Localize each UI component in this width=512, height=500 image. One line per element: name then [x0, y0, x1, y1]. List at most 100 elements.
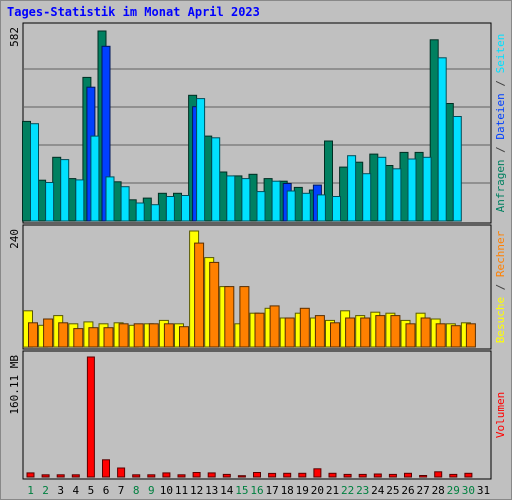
bar-visits-rechner-28 [435, 323, 446, 348]
bar-volume-volumen-27 [419, 475, 428, 478]
bar-volume-volumen-16 [253, 472, 261, 478]
bar-visits-rechner-5 [88, 327, 99, 348]
bar-visits-rechner-10 [163, 323, 174, 348]
bar-visits-rechner-4 [73, 328, 84, 348]
bar-visits-rechner-16 [254, 312, 265, 348]
bar-requests-anfragen-1 [22, 120, 31, 222]
bar-volume-volumen-17 [268, 472, 277, 478]
bar-visits-rechner-12 [194, 242, 205, 348]
day-label-21: 21 [326, 484, 339, 497]
legend-item-seiten: Seiten [494, 34, 507, 74]
legend-item-volumen: Volumen [494, 392, 507, 438]
bar-requests-seiten-5 [90, 135, 100, 222]
legend-requests: Anfragen / Dateien / Seiten [494, 34, 507, 213]
day-label-24: 24 [371, 484, 385, 497]
bar-visits-rechner-14 [224, 286, 235, 348]
bar-visits-rechner-1 [28, 322, 38, 348]
day-label-13: 13 [205, 484, 218, 497]
day-label-15: 15 [235, 484, 248, 497]
bar-volume-volumen-25 [388, 473, 397, 478]
bar-volume-volumen-24 [373, 473, 382, 478]
bar-visits-rechner-2 [43, 318, 54, 348]
bar-requests-seiten-19 [301, 192, 311, 222]
day-label-3: 3 [57, 484, 64, 497]
bar-volume-volumen-3 [56, 474, 65, 478]
bar-requests-seiten-26 [407, 158, 417, 222]
bar-volume-volumen-22 [343, 473, 352, 478]
bar-requests-seiten-3 [60, 159, 70, 222]
bar-requests-seiten-6 [105, 176, 115, 222]
bar-requests-seiten-21 [332, 196, 341, 222]
bar-requests-seiten-20 [316, 194, 326, 222]
day-label-17: 17 [265, 484, 278, 497]
day-label-1: 1 [27, 484, 34, 497]
bar-visits-rechner-3 [58, 322, 69, 348]
bar-volume-volumen-19 [298, 472, 307, 478]
bar-requests-seiten-11 [181, 195, 190, 222]
bar-requests-seiten-13 [211, 137, 221, 222]
bar-visits-rechner-8 [133, 323, 144, 348]
legend-volume: Volumen [494, 392, 507, 438]
bar-requests-seiten-25 [392, 168, 402, 222]
day-label-30: 30 [462, 484, 475, 497]
bar-visits-rechner-27 [420, 317, 431, 348]
day-label-25: 25 [386, 484, 399, 497]
bar-visits-rechner-29 [450, 325, 461, 348]
bar-visits-rechner-23 [360, 317, 371, 348]
day-label-31: 31 [477, 484, 490, 497]
bar-volume-volumen-21 [328, 472, 337, 478]
bar-volume-volumen-23 [358, 473, 367, 478]
bar-visits-rechner-26 [405, 323, 416, 348]
ymax-label-volume: 160.11 MB [8, 355, 21, 415]
bar-volume-volumen-8 [132, 474, 141, 478]
day-label-26: 26 [401, 484, 414, 497]
day-label-7: 7 [118, 484, 125, 497]
bar-visits-rechner-13 [209, 261, 220, 348]
bar-requests-seiten-16 [256, 191, 266, 222]
bar-volume-volumen-26 [404, 472, 412, 478]
legend-item-rechner: Rechner [494, 230, 507, 277]
bar-visits-rechner-7 [118, 323, 129, 348]
day-label-19: 19 [296, 484, 309, 497]
day-label-8: 8 [133, 484, 140, 497]
bar-volume-volumen-20 [313, 468, 322, 478]
bar-requests-seiten-22 [347, 155, 357, 222]
day-label-2: 2 [42, 484, 49, 497]
day-label-29: 29 [447, 484, 460, 497]
bar-visits-rechner-11 [179, 326, 189, 348]
bar-volume-volumen-1 [26, 472, 35, 478]
bar-requests-seiten-17 [271, 180, 281, 222]
chart-title: Tages-Statistik im Monat April 2023 [7, 5, 260, 19]
day-label-9: 9 [148, 484, 155, 497]
bar-volume-volumen-4 [71, 474, 80, 478]
bar-visits-rechner-17 [269, 305, 280, 348]
legend-item-anfragen: Anfragen [494, 159, 507, 212]
ymax-label-visits: 240 [8, 229, 21, 249]
bar-requests-seiten-8 [135, 202, 145, 222]
bar-volume-volumen-7 [117, 467, 126, 478]
day-label-20: 20 [311, 484, 324, 497]
bar-requests-seiten-24 [377, 156, 387, 222]
bar-visits-rechner-19 [299, 307, 310, 348]
bar-requests-anfragen-21 [324, 140, 333, 222]
bar-volume-volumen-15 [237, 475, 246, 478]
day-label-16: 16 [250, 484, 263, 497]
bar-visits-rechner-21 [330, 322, 340, 348]
bar-requests-seiten-23 [362, 173, 372, 222]
bar-requests-seiten-29 [452, 116, 462, 222]
bar-requests-seiten-9 [150, 204, 160, 222]
legend-item-besuche: Besuche [494, 297, 507, 343]
bar-volume-volumen-10 [162, 472, 171, 478]
day-label-18: 18 [281, 484, 294, 497]
bar-volume-volumen-30 [464, 472, 473, 478]
day-label-10: 10 [160, 484, 173, 497]
day-label-14: 14 [220, 484, 234, 497]
bar-requests-seiten-14 [226, 175, 236, 222]
ymax-label-requests: 582 [8, 27, 21, 47]
bar-visits-rechner-25 [390, 315, 401, 348]
day-label-11: 11 [175, 484, 188, 497]
bar-requests-seiten-28 [437, 57, 447, 222]
bar-volume-volumen-5 [86, 356, 95, 478]
bar-visits-rechner-15 [239, 286, 250, 348]
